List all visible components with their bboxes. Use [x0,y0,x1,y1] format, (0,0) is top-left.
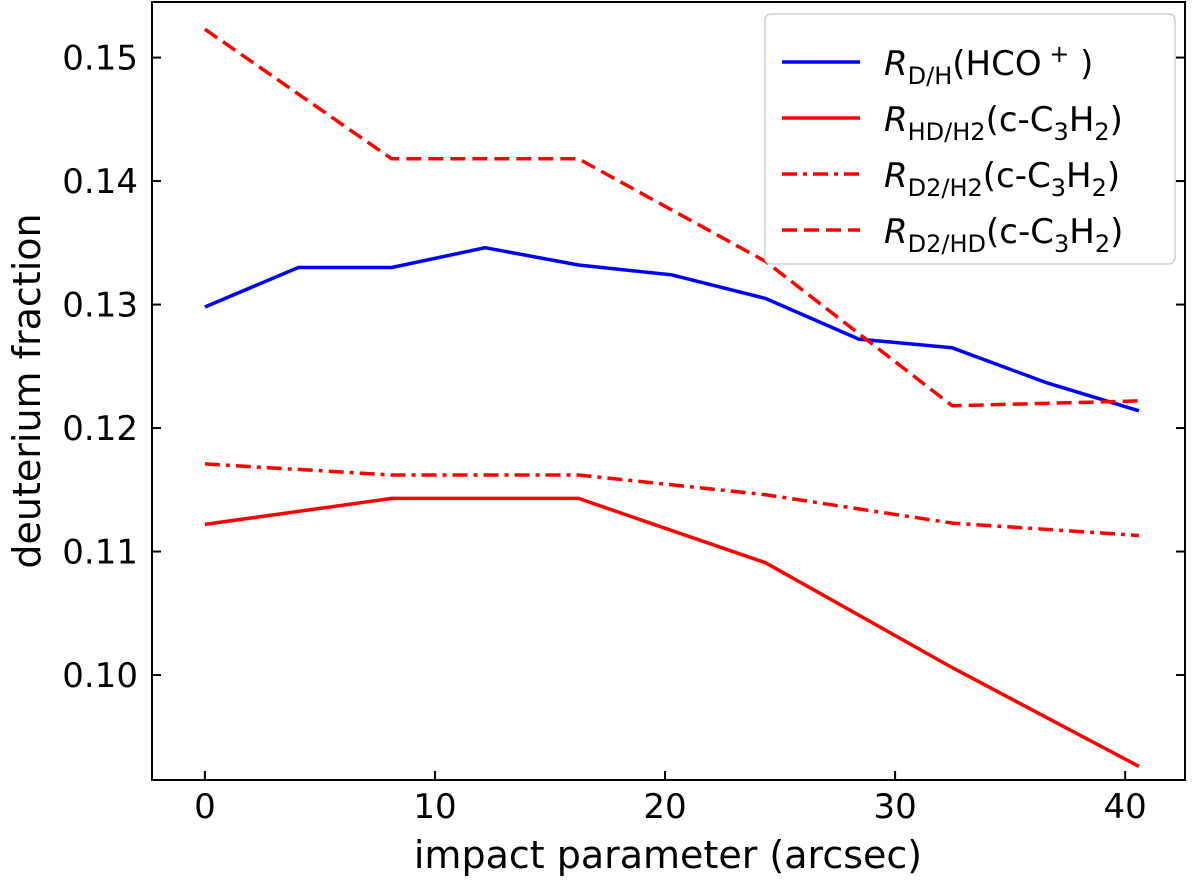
series-line-4 [203,27,1140,408]
y-tick-label: 0.12 [62,409,138,449]
y-tick-label: 0.10 [62,656,138,696]
x-tick-label: 30 [873,787,916,827]
x-tick-label: 20 [643,787,686,827]
y-tick-label: 0.14 [62,162,138,202]
y-axis-label: deuterium fraction [5,213,49,568]
series-line-2 [204,496,1140,768]
plot-frame [151,1,1186,781]
legend-label-2: RHD/H2(c-C3H2) [884,100,1123,146]
x-tick-label: 40 [1104,787,1147,827]
axis-ticks: 0 10 20 30 40 0.10 0.11 0.12 0.13 0.14 0.15 [62,39,1185,827]
series-line-1 [204,245,1140,413]
y-tick-label: 0.11 [62,533,138,573]
x-tick-label: 0 [194,787,216,827]
y-tick-label: 0.15 [62,39,138,79]
x-tick-label: 10 [413,787,456,827]
series-group [203,27,1140,768]
legend-box [764,13,1176,265]
legend: RD/H(HCO + ) RHD/H2(c-C3H2) RD2/H2(c-C3H2)… [764,13,1176,265]
legend-label-1: RD/H(HCO + ) [884,40,1093,90]
legend-label-4: RD2/HD(c-C3H2) [884,212,1123,258]
legend-label-3: RD2/H2(c-C3H2) [884,156,1120,202]
series-line-3 [204,462,1140,538]
x-axis-label: impact parameter (arcsec) [414,833,922,877]
y-tick-label: 0.13 [62,286,138,326]
